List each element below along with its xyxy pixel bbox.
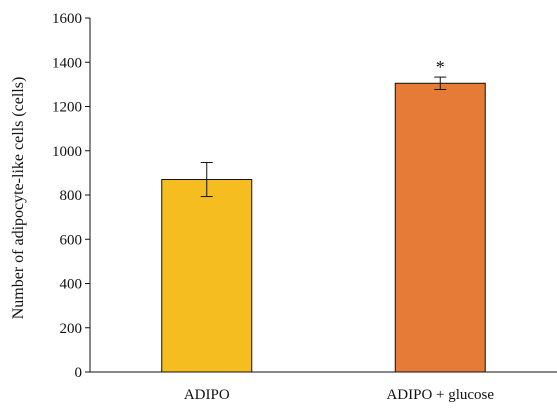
y-tick-label: 200 [60,321,83,337]
y-tick-label: 800 [60,188,83,204]
y-tick-label: 0 [75,365,83,381]
bar [161,179,253,373]
bars [161,82,486,373]
error-bars [200,76,447,198]
x-category-label: ADIPO + glucose [386,387,494,403]
y-tick-label: 1200 [52,100,82,116]
significance-marker: * [436,57,445,77]
bar [394,82,486,373]
significance-annotations: * [436,57,445,77]
x-axis-labels: ADIPO ADIPO + glucose [184,387,495,403]
y-tick-label: 1000 [52,144,82,160]
y-tick-label: 400 [60,277,83,293]
y-tick-label: 1400 [52,55,82,71]
y-axis-label: Number of adipocyte-like cells (cells) [10,77,27,320]
x-category-label: ADIPO [184,387,230,403]
y-axis-ticks: 0 200 400 600 800 1000 1200 1400 1600 [52,11,90,381]
y-tick-label: 1600 [52,11,82,27]
y-tick-label: 600 [60,232,83,248]
